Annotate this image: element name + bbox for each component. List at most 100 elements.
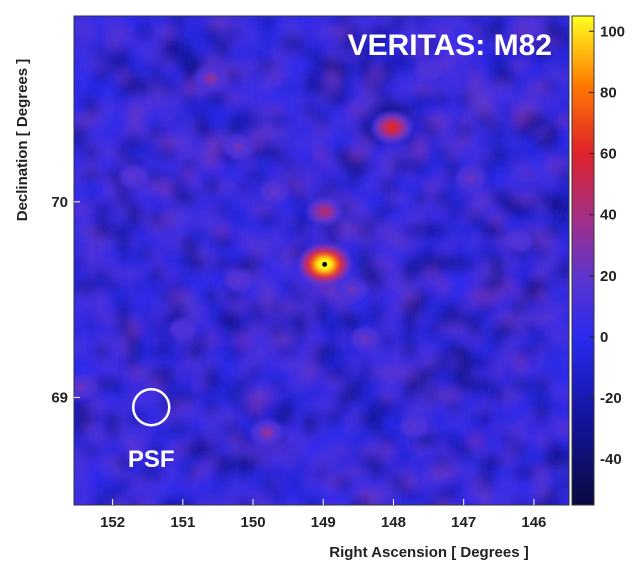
heatmap-cell — [151, 478, 163, 490]
heatmap-cell — [470, 16, 482, 28]
heatmap-cell — [294, 214, 306, 226]
heatmap-cell — [85, 27, 97, 39]
heatmap-cell — [206, 357, 218, 369]
heatmap-cell — [228, 181, 240, 193]
heatmap-cell — [206, 390, 218, 402]
heatmap-cell — [459, 137, 471, 149]
heatmap-cell — [338, 357, 350, 369]
hotspot — [251, 420, 283, 446]
heatmap-cell — [283, 346, 295, 358]
heatmap-cell — [338, 489, 350, 501]
heatmap-cell — [448, 258, 460, 270]
heatmap-cell — [118, 269, 130, 281]
heatmap-cell — [74, 313, 86, 325]
heatmap-cell — [470, 203, 482, 215]
heatmap-cell — [360, 456, 372, 468]
heatmap-cell — [327, 423, 339, 435]
heatmap-cell — [382, 302, 394, 314]
heatmap-cell — [283, 258, 295, 270]
heatmap-cell — [448, 500, 460, 505]
heatmap-cell — [404, 357, 416, 369]
heatmap-cell — [151, 126, 163, 138]
heatmap-cell — [536, 137, 548, 149]
heatmap-cell — [481, 291, 493, 303]
heatmap-cell — [239, 126, 251, 138]
hotspot-level — [234, 143, 244, 151]
heatmap-cell — [514, 368, 526, 380]
heatmap-cell — [547, 434, 559, 446]
heatmap-cell — [151, 93, 163, 105]
hotspot — [74, 376, 96, 400]
heatmap-cell — [195, 49, 207, 61]
heatmap-cell — [195, 412, 207, 424]
heatmap-cell — [404, 324, 416, 336]
heatmap-cell — [448, 379, 460, 391]
heatmap-cell — [217, 258, 229, 270]
heatmap-cell — [140, 291, 152, 303]
heatmap-cell — [536, 313, 548, 325]
heatmap-cell — [294, 434, 306, 446]
heatmap-cell — [481, 346, 493, 358]
heatmap-cell — [162, 203, 174, 215]
heatmap-cell — [492, 159, 504, 171]
heatmap-cell — [272, 27, 284, 39]
heatmap-cell — [525, 214, 537, 226]
heatmap-cell — [272, 379, 284, 391]
heatmap-cell — [118, 346, 130, 358]
heatmap-cell — [283, 467, 295, 479]
heatmap-cell — [272, 93, 284, 105]
heatmap-cell — [140, 489, 152, 501]
heatmap-cell — [283, 280, 295, 292]
heatmap-cell — [74, 115, 86, 127]
heatmap-cell — [74, 203, 86, 215]
heatmap-cell — [393, 445, 405, 457]
heatmap-cell — [371, 148, 383, 160]
heatmap-cell — [140, 390, 152, 402]
heatmap-cell — [107, 236, 119, 248]
heatmap-cell — [151, 357, 163, 369]
heatmap-cell — [481, 390, 493, 402]
heatmap-cell — [459, 192, 471, 204]
heatmap-cell — [118, 104, 130, 116]
heatmap-cell — [536, 412, 548, 424]
heatmap-cell — [151, 412, 163, 424]
heatmap-cell — [547, 38, 559, 50]
heatmap-cell — [327, 115, 339, 127]
heatmap-cell — [107, 159, 119, 171]
heatmap-cell — [228, 126, 240, 138]
heatmap-cell — [327, 148, 339, 160]
heatmap-cell — [96, 390, 108, 402]
heatmap-cell — [96, 214, 108, 226]
heatmap-cell — [525, 203, 537, 215]
heatmap-cell — [470, 335, 482, 347]
heatmap-cell — [492, 214, 504, 226]
heatmap-cell — [415, 467, 427, 479]
heatmap-cell — [272, 335, 284, 347]
heatmap-cell — [85, 192, 97, 204]
heatmap-cell — [503, 71, 515, 83]
heatmap-cell — [272, 401, 284, 413]
heatmap-cell — [371, 137, 383, 149]
heatmap-cell — [294, 302, 306, 314]
heatmap-cell — [283, 60, 295, 72]
heatmap-cell — [514, 214, 526, 226]
heatmap-cell — [96, 126, 108, 138]
heatmap-cell — [129, 137, 141, 149]
heatmap-cell — [195, 225, 207, 237]
heatmap-cell — [129, 258, 141, 270]
heatmap-cell — [338, 214, 350, 226]
heatmap-cell — [536, 434, 548, 446]
heatmap-cell — [85, 148, 97, 160]
heatmap-cell — [283, 16, 295, 28]
heatmap-cell — [173, 247, 185, 259]
heatmap-cell — [272, 258, 284, 270]
heatmap-cell — [536, 489, 548, 501]
heatmap-cell — [283, 71, 295, 83]
heatmap-cell — [503, 192, 515, 204]
hotspot — [506, 230, 534, 252]
heatmap-cell — [437, 236, 449, 248]
heatmap-cell — [283, 38, 295, 50]
heatmap-cell — [437, 16, 449, 28]
heatmap-cell — [250, 49, 262, 61]
colorbar-tick-label: 60 — [600, 146, 617, 163]
